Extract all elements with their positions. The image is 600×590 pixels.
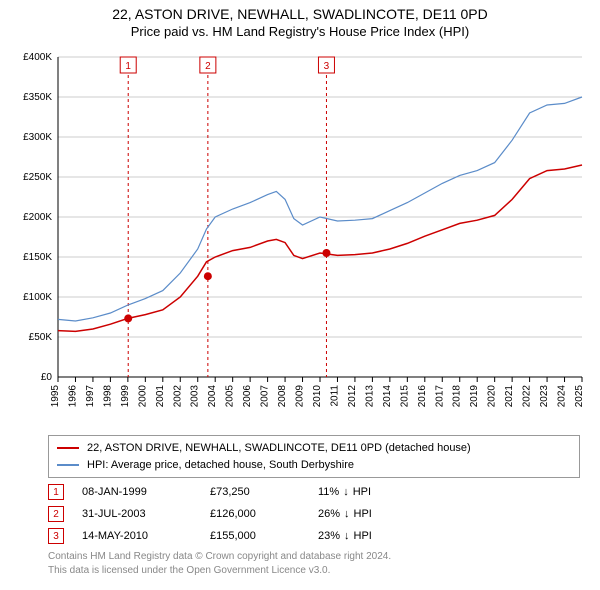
- x-tick-label: 2025: [574, 385, 585, 408]
- event-pct: 26%: [318, 508, 340, 520]
- y-tick-label: £350K: [23, 92, 52, 103]
- legend-swatch: [57, 464, 79, 466]
- event-suffix: HPI: [354, 530, 372, 542]
- legend-row: HPI: Average price, detached house, Sout…: [57, 457, 571, 474]
- y-tick-label: £250K: [23, 172, 52, 183]
- event-date: 14-MAY-2010: [82, 530, 192, 542]
- y-tick-label: £0: [41, 372, 53, 383]
- x-tick-label: 2005: [225, 385, 236, 408]
- x-tick-label: 2012: [347, 385, 358, 408]
- legend: 22, ASTON DRIVE, NEWHALL, SWADLINCOTE, D…: [48, 435, 580, 478]
- x-tick-label: 1999: [120, 385, 131, 408]
- event-num: 2: [48, 506, 64, 522]
- event-date: 31-JUL-2003: [82, 508, 192, 520]
- x-tick-label: 2007: [260, 385, 271, 408]
- events-table: 108-JAN-1999£73,25011%↓HPI231-JUL-2003£1…: [48, 484, 580, 544]
- x-tick-label: 2017: [434, 385, 445, 408]
- legend-row: 22, ASTON DRIVE, NEWHALL, SWADLINCOTE, D…: [57, 440, 571, 457]
- footer-line-2: This data is licensed under the Open Gov…: [48, 564, 580, 578]
- event-suffix: HPI: [353, 486, 371, 498]
- footer: Contains HM Land Registry data © Crown c…: [48, 550, 580, 578]
- event-price: £126,000: [210, 508, 300, 520]
- x-tick-label: 2001: [155, 385, 166, 408]
- event-row: 2 31-JUL-2003 £126,000 26% ↓ HPI: [48, 506, 580, 522]
- x-tick-label: 2019: [469, 385, 480, 408]
- x-tick-label: 2015: [399, 385, 410, 408]
- x-tick-label: 2024: [557, 385, 568, 408]
- x-tick-label: 2018: [452, 385, 463, 408]
- header: 22, ASTON DRIVE, NEWHALL, SWADLINCOTE, D…: [0, 0, 600, 43]
- x-tick-label: 1998: [102, 385, 113, 408]
- legend-label: HPI: Average price, detached house, Sout…: [87, 457, 354, 474]
- x-tick-label: 2010: [312, 385, 323, 408]
- arrow-down-icon: ↓: [344, 530, 350, 542]
- x-tick-label: 2000: [137, 385, 148, 408]
- x-tick-label: 2011: [329, 385, 340, 407]
- x-tick-label: 2004: [207, 385, 218, 408]
- event-marker-dot: [204, 272, 212, 280]
- chart-svg: £0 £50K £100K £150K £200K £250K £300K £350K £400…: [10, 47, 590, 427]
- event-date: 08-JAN-1999: [82, 486, 192, 498]
- x-tick-label: 2002: [172, 385, 183, 408]
- x-tick-label: 2009: [295, 385, 306, 408]
- legend-label: 22, ASTON DRIVE, NEWHALL, SWADLINCOTE, D…: [87, 440, 471, 457]
- event-price: £155,000: [210, 530, 300, 542]
- x-tick-label: 1996: [67, 385, 78, 408]
- event-marker-num: 1: [125, 61, 131, 72]
- y-tick-label: £400K: [23, 52, 52, 63]
- x-tick-label: 2014: [382, 385, 393, 408]
- event-num: 1: [48, 484, 64, 500]
- event-diff: 23% ↓ HPI: [318, 530, 372, 542]
- event-diff: 26% ↓ HPI: [318, 508, 372, 520]
- arrow-down-icon: ↓: [343, 486, 349, 498]
- x-tick-label: 2006: [242, 385, 253, 408]
- x-tick-label: 2008: [277, 385, 288, 408]
- chart-title: 22, ASTON DRIVE, NEWHALL, SWADLINCOTE, D…: [10, 6, 590, 22]
- x-tick-label: 1995: [50, 385, 61, 408]
- y-tick-label: £200K: [23, 212, 52, 223]
- event-row: 3 14-MAY-2010 £155,000 23% ↓ HPI: [48, 528, 580, 544]
- event-marker-num: 3: [324, 61, 330, 72]
- event-row: 1 08-JAN-1999 £73,250 11% ↓ HPI: [48, 484, 580, 500]
- y-tick-label: £300K: [23, 132, 52, 143]
- arrow-down-icon: ↓: [344, 508, 350, 520]
- event-suffix: HPI: [354, 508, 372, 520]
- event-num: 3: [48, 528, 64, 544]
- series-line: [58, 165, 582, 331]
- event-marker-num: 2: [205, 61, 211, 72]
- x-tick-label: 2022: [522, 385, 533, 408]
- event-diff: 11% ↓ HPI: [318, 486, 371, 498]
- x-tick-label: 2013: [364, 385, 375, 408]
- x-tick-label: 2021: [504, 385, 515, 408]
- series-line: [58, 97, 582, 321]
- y-tick-label: £50K: [29, 332, 53, 343]
- event-pct: 11%: [318, 486, 339, 498]
- chart-subtitle: Price paid vs. HM Land Registry's House …: [10, 24, 590, 39]
- x-tick-label: 2003: [190, 385, 201, 408]
- y-tick-label: £150K: [23, 252, 52, 263]
- x-tick-label: 2020: [487, 385, 498, 408]
- x-tick-label: 2016: [417, 385, 428, 408]
- event-pct: 23%: [318, 530, 340, 542]
- legend-swatch: [57, 447, 79, 449]
- event-price: £73,250: [210, 486, 300, 498]
- footer-line-1: Contains HM Land Registry data © Crown c…: [48, 550, 580, 564]
- chart-area: £0 £50K £100K £150K £200K £250K £300K £350K £400…: [10, 47, 590, 427]
- y-tick-label: £100K: [23, 292, 52, 303]
- x-tick-label: 1997: [85, 385, 96, 408]
- x-tick-label: 2023: [539, 385, 550, 408]
